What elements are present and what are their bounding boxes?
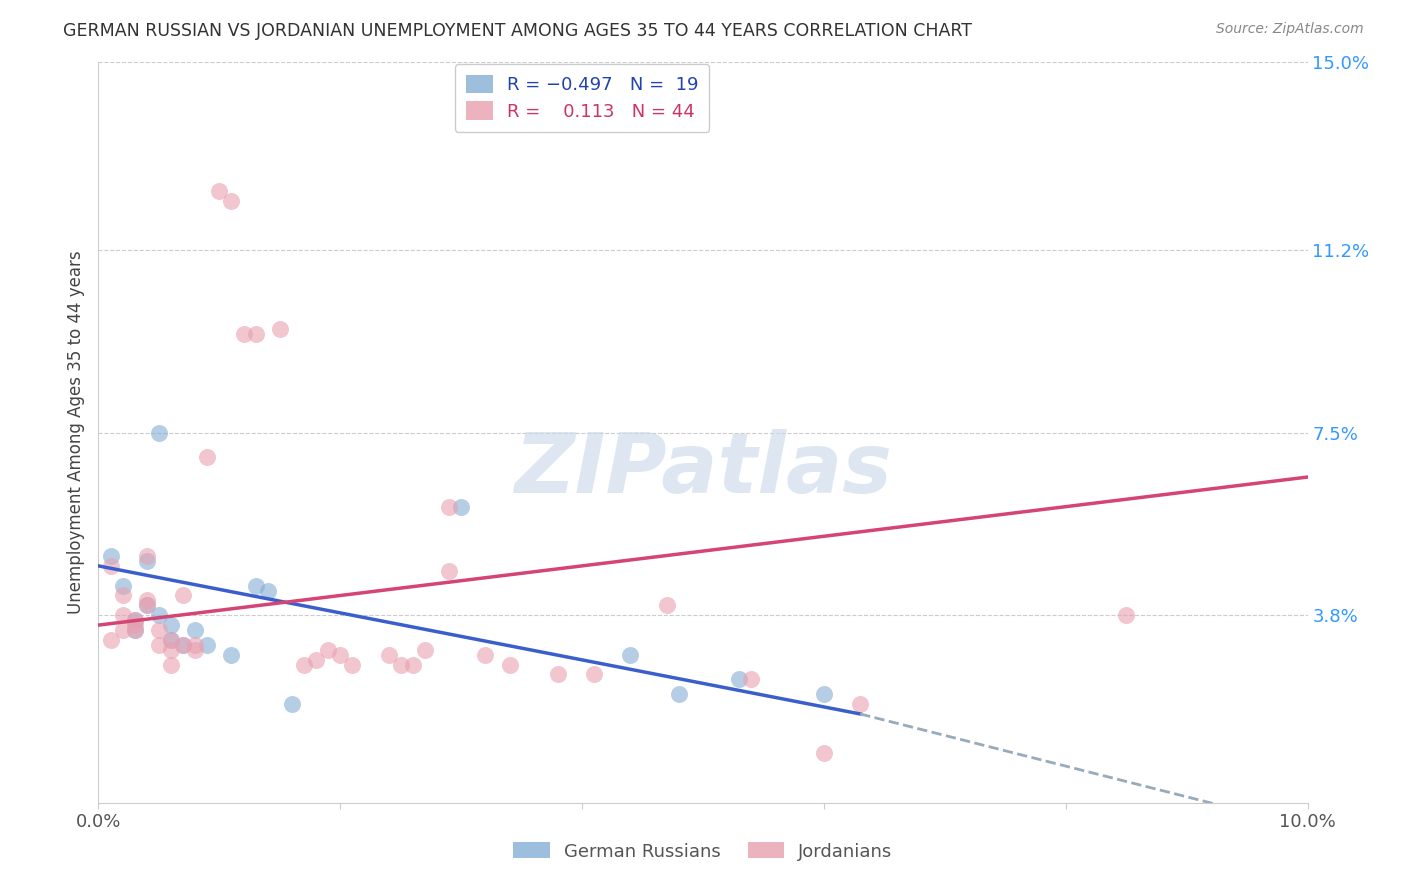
Point	[245, 326, 267, 341]
Point	[232, 326, 254, 341]
Point	[413, 642, 436, 657]
Point	[583, 667, 606, 681]
Point	[221, 648, 243, 662]
Point	[668, 687, 690, 701]
Point	[740, 673, 762, 687]
Point	[124, 623, 146, 637]
Point	[402, 657, 425, 672]
Point	[195, 450, 218, 465]
Point	[728, 673, 751, 687]
Point	[135, 599, 157, 613]
Legend: R = −​0.497   N =  19, R =    0.113   N = 44: R = −​0.497 N = 19, R = 0.113 N = 44	[454, 64, 710, 132]
Point	[111, 623, 134, 637]
Point	[111, 608, 134, 623]
Point	[100, 549, 122, 563]
Y-axis label: Unemployment Among Ages 35 to 44 years: Unemployment Among Ages 35 to 44 years	[66, 251, 84, 615]
Point	[329, 648, 352, 662]
Point	[1115, 608, 1137, 623]
Point	[148, 638, 170, 652]
Point	[124, 623, 146, 637]
Point	[437, 500, 460, 514]
Point	[111, 579, 134, 593]
Point	[813, 747, 835, 761]
Point	[124, 613, 146, 627]
Point	[160, 632, 183, 647]
Point	[148, 425, 170, 440]
Point	[849, 697, 872, 711]
Point	[813, 687, 835, 701]
Point	[160, 618, 183, 632]
Point	[172, 638, 194, 652]
Point	[100, 632, 122, 647]
Point	[342, 657, 364, 672]
Point	[547, 667, 569, 681]
Point	[148, 608, 170, 623]
Point	[124, 618, 146, 632]
Point	[377, 648, 399, 662]
Point	[135, 593, 157, 607]
Point	[148, 623, 170, 637]
Point	[256, 583, 278, 598]
Point	[316, 642, 339, 657]
Point	[172, 638, 194, 652]
Point	[184, 642, 207, 657]
Point	[135, 554, 157, 568]
Point	[124, 613, 146, 627]
Point	[135, 549, 157, 563]
Point	[221, 194, 243, 208]
Point	[437, 564, 460, 578]
Point	[135, 599, 157, 613]
Text: ZIPatlas: ZIPatlas	[515, 429, 891, 510]
Point	[281, 697, 304, 711]
Point	[172, 589, 194, 603]
Point	[269, 322, 291, 336]
Point	[245, 579, 267, 593]
Point	[619, 648, 641, 662]
Point	[111, 589, 134, 603]
Point	[498, 657, 520, 672]
Point	[450, 500, 472, 514]
Point	[100, 558, 122, 573]
Point	[184, 623, 207, 637]
Point	[160, 657, 183, 672]
Point	[474, 648, 496, 662]
Point	[292, 657, 315, 672]
Point	[160, 642, 183, 657]
Point	[655, 599, 678, 613]
Point	[305, 653, 328, 667]
Point	[208, 184, 231, 198]
Point	[160, 632, 183, 647]
Text: Source: ZipAtlas.com: Source: ZipAtlas.com	[1216, 22, 1364, 37]
Text: GERMAN RUSSIAN VS JORDANIAN UNEMPLOYMENT AMONG AGES 35 TO 44 YEARS CORRELATION C: GERMAN RUSSIAN VS JORDANIAN UNEMPLOYMENT…	[63, 22, 973, 40]
Point	[389, 657, 412, 672]
Point	[184, 638, 207, 652]
Point	[195, 638, 218, 652]
